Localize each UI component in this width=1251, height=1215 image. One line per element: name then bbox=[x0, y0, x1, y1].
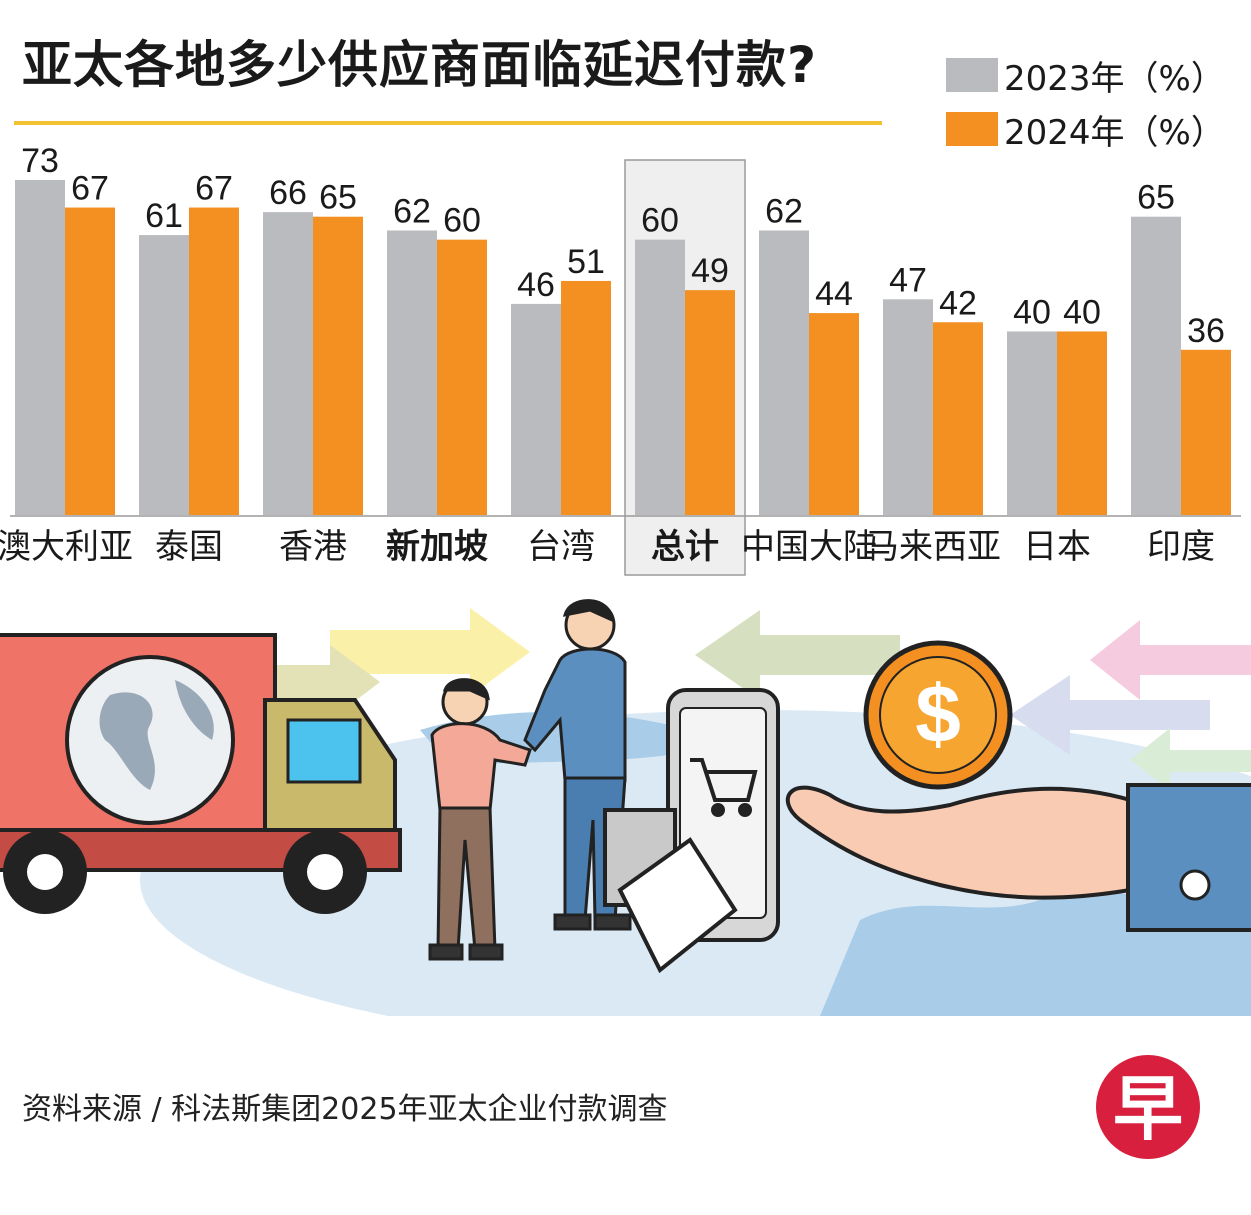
bar-2024 bbox=[1057, 331, 1107, 515]
category-label: 香港 bbox=[279, 527, 347, 567]
bar-2024 bbox=[189, 207, 239, 515]
bar-2023 bbox=[387, 230, 437, 515]
bar-2024 bbox=[809, 313, 859, 515]
zaobao-logo: 早 bbox=[1096, 1055, 1200, 1159]
bar-value-label: 67 bbox=[71, 170, 109, 208]
chart-title: 亚太各地多少供应商面临延迟付款? bbox=[22, 36, 818, 94]
category-label: 新加坡 bbox=[386, 527, 488, 567]
bar-value-label: 36 bbox=[1187, 312, 1225, 350]
source-note: 资料来源 / 科法斯集团2025年亚太企业付款调查 bbox=[22, 1092, 668, 1127]
trade-payment-illustration: $ bbox=[0, 599, 1251, 1016]
person-short bbox=[428, 678, 532, 961]
bar-2023 bbox=[1131, 216, 1181, 515]
logo-glyph: 早 bbox=[1113, 1068, 1183, 1150]
category-label: 印度 bbox=[1147, 527, 1215, 567]
arrow-green-left bbox=[695, 610, 900, 700]
bar-value-label: 40 bbox=[1063, 293, 1101, 331]
truck-window bbox=[286, 718, 362, 784]
bar-value-label: 44 bbox=[815, 275, 853, 313]
bar-2024 bbox=[1181, 349, 1231, 515]
legend-item-2024: 2024年（%） bbox=[946, 102, 1225, 156]
bar-value-label: 62 bbox=[765, 192, 803, 230]
dollar-sign-icon: $ bbox=[915, 669, 961, 760]
bar-2024 bbox=[437, 239, 487, 515]
bar-value-label: 62 bbox=[393, 192, 431, 230]
legend-swatch-2024 bbox=[946, 112, 998, 146]
bar-2024 bbox=[933, 322, 983, 515]
bar-value-label: 47 bbox=[889, 261, 927, 299]
legend-swatch-2023 bbox=[946, 58, 998, 92]
open-hand-icon bbox=[785, 785, 1132, 900]
bar-2023 bbox=[263, 212, 313, 515]
bar-2023 bbox=[15, 180, 65, 515]
bar-2023 bbox=[759, 230, 809, 515]
category-label: 中国大陆 bbox=[741, 527, 877, 567]
category-label: 澳大利亚 bbox=[0, 527, 133, 567]
bar-value-label: 73 bbox=[21, 142, 59, 180]
bar-chart: 73 67 澳大利亚 61 67 泰国 66 65 香港 62 60 新加坡 46 51 台湾 60 49 总计 6… bbox=[0, 142, 1241, 576]
arrow-mint-left bbox=[1130, 728, 1251, 790]
category-label: 日本 bbox=[1023, 527, 1091, 567]
category-label: 台湾 bbox=[527, 527, 595, 567]
globe-icon bbox=[65, 655, 235, 825]
bar-value-label: 65 bbox=[319, 179, 357, 217]
legend-label-2024: 2024年（%） bbox=[1004, 112, 1225, 153]
bar-2023 bbox=[139, 235, 189, 516]
category-label: 泰国 bbox=[155, 527, 223, 567]
arrow-blue-left bbox=[1010, 675, 1210, 755]
bar-value-label: 61 bbox=[145, 197, 183, 235]
bar-2024 bbox=[685, 290, 735, 515]
svg-text:早: 早 bbox=[1113, 1068, 1183, 1150]
bar-value-label: 42 bbox=[939, 284, 977, 322]
bar-2024 bbox=[65, 207, 115, 515]
bar-2024 bbox=[561, 280, 611, 515]
legend-label-2023: 2023年（%） bbox=[1004, 58, 1225, 99]
bar-2024 bbox=[313, 216, 363, 515]
bar-2023 bbox=[511, 303, 561, 515]
bar-value-label: 60 bbox=[641, 202, 679, 240]
sleeve-cuff bbox=[1126, 783, 1251, 932]
bar-value-label: 51 bbox=[567, 243, 605, 281]
bar-value-label: 46 bbox=[517, 266, 555, 304]
bar-value-label: 66 bbox=[269, 174, 307, 212]
arrow-pink-left bbox=[1090, 620, 1251, 700]
category-label: 马来西亚 bbox=[865, 527, 1001, 567]
bar-value-label: 65 bbox=[1137, 179, 1175, 217]
title-underline bbox=[14, 121, 882, 125]
bar-value-label: 40 bbox=[1013, 293, 1051, 331]
legend: 2023年（%） 2024年（%） bbox=[946, 48, 1225, 156]
bar-value-label: 49 bbox=[691, 252, 729, 290]
bar-value-label: 60 bbox=[443, 202, 481, 240]
bar-2023 bbox=[635, 239, 685, 515]
shopping-cart-icon bbox=[690, 758, 758, 817]
bar-2023 bbox=[883, 299, 933, 515]
category-label: 总计 bbox=[651, 527, 719, 567]
bar-value-label: 67 bbox=[195, 170, 233, 208]
receipt-icon bbox=[617, 837, 738, 974]
legend-item-2023: 2023年（%） bbox=[946, 48, 1225, 102]
arrow-yellow bbox=[330, 608, 530, 696]
bar-2023 bbox=[1007, 331, 1057, 515]
